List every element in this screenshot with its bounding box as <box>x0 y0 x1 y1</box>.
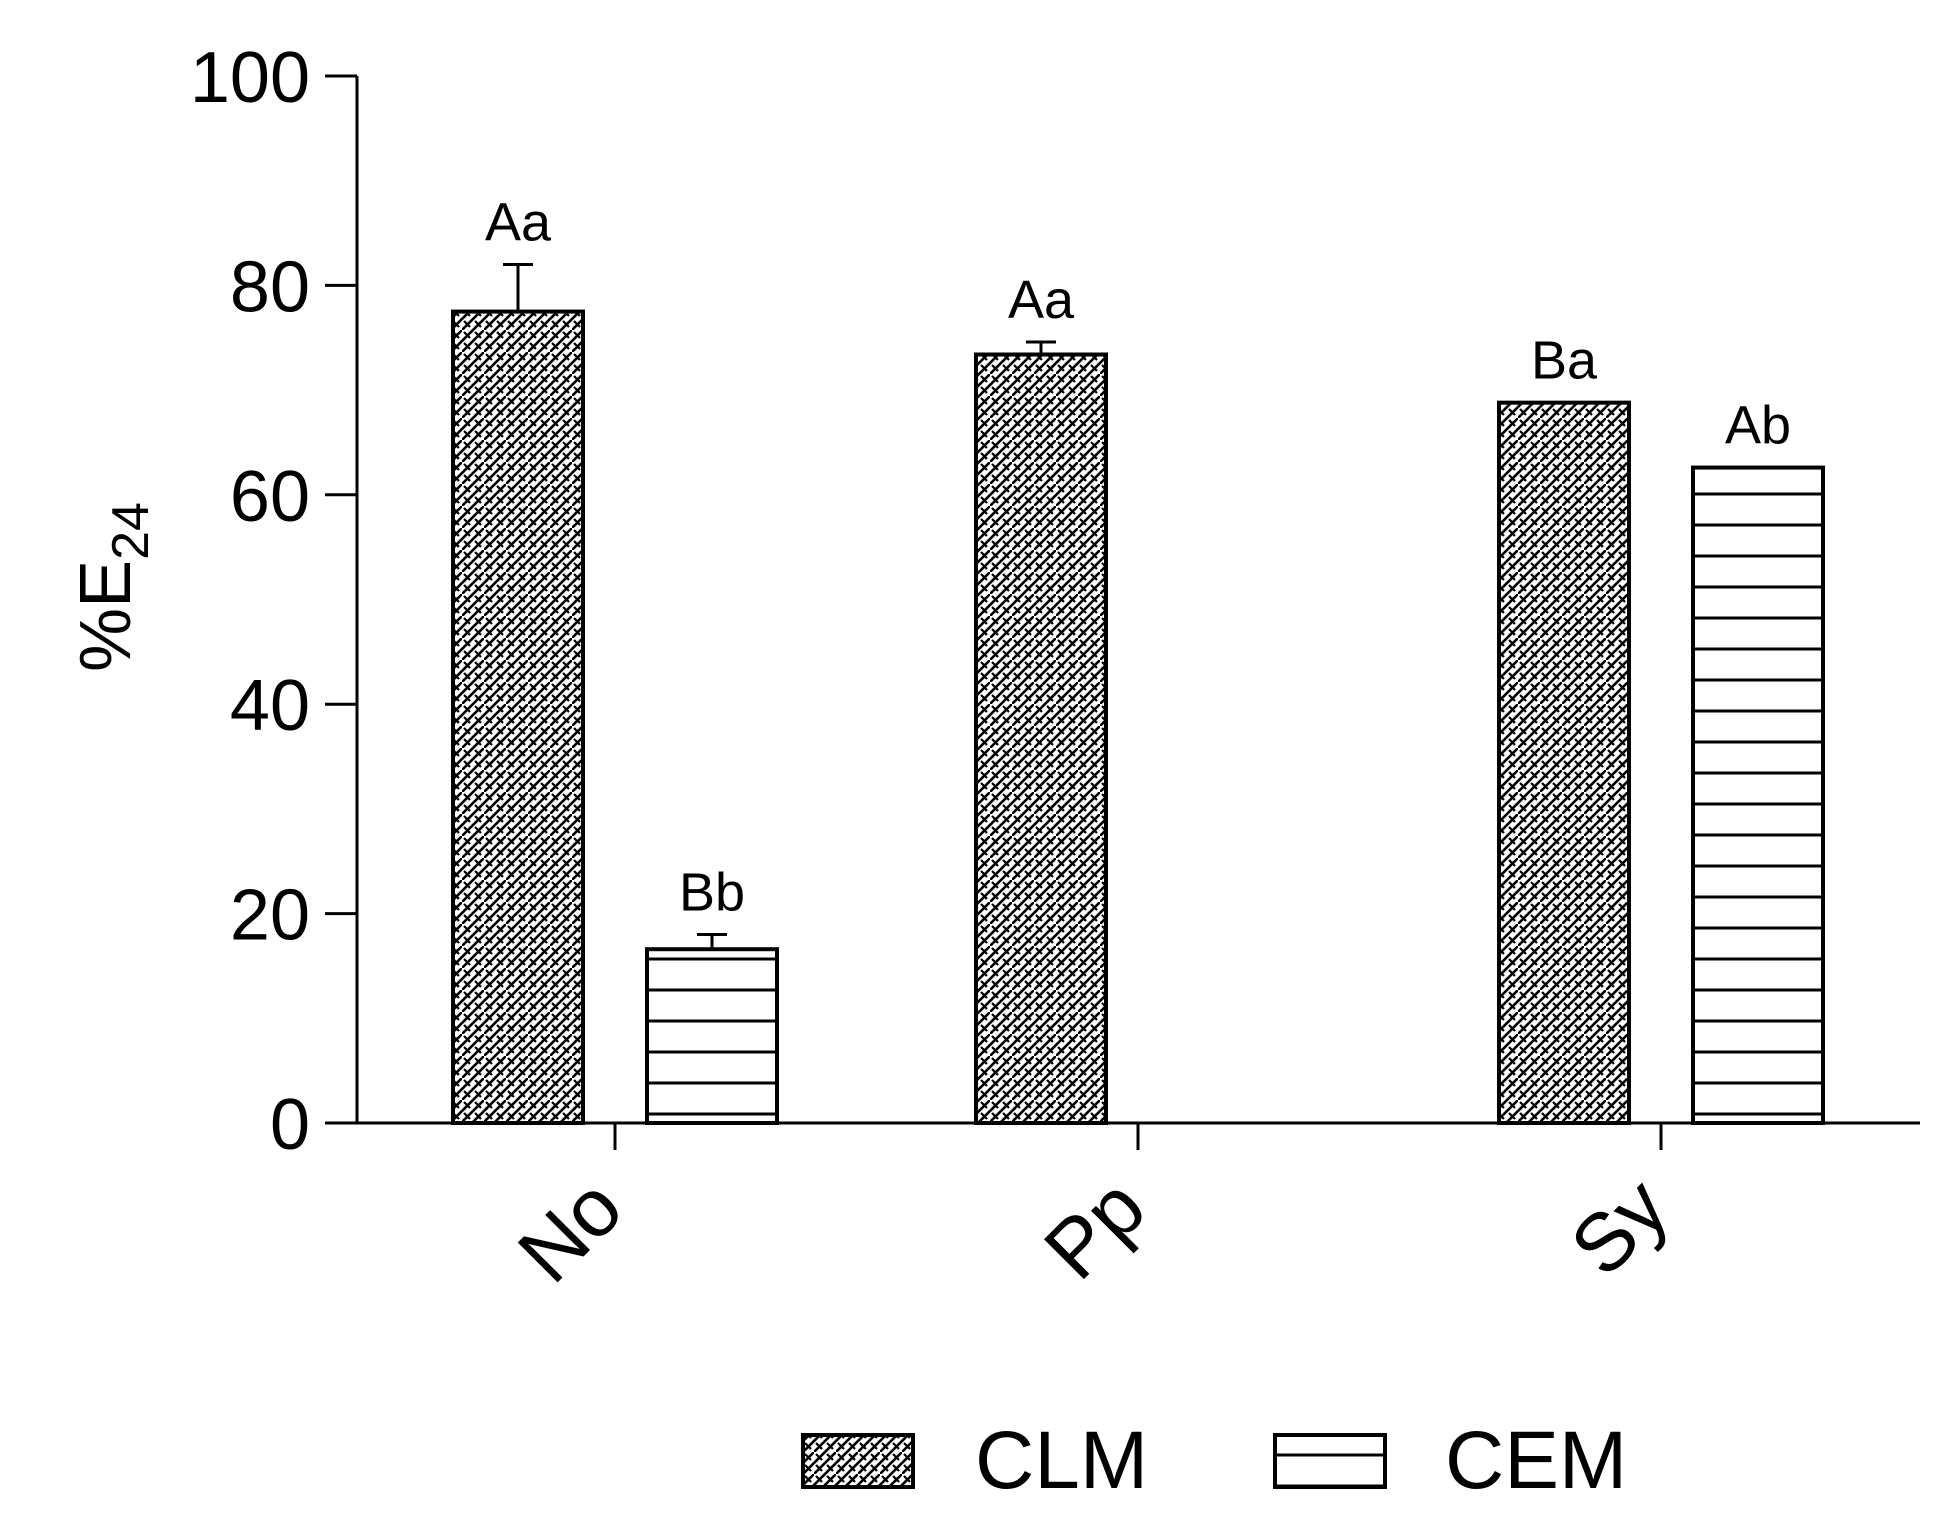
y-axis: 0 20 40 60 80 100 <box>190 38 359 1165</box>
x-axis: No Pp Sy <box>325 1121 1920 1300</box>
significance-letters: Aa Aa Ba Bb Ab <box>485 192 1791 922</box>
bars <box>451 262 1825 1125</box>
legend-label-clm: CLM <box>975 1415 1148 1506</box>
y-tick-label: 100 <box>190 38 310 118</box>
significance-letter: Ba <box>1531 331 1598 391</box>
y-axis-label-subscript: 24 <box>102 502 160 560</box>
legend-label-cem: CEM <box>1445 1415 1627 1506</box>
y-tick-label: 0 <box>270 1085 310 1165</box>
legend-swatch-clm <box>801 1433 915 1489</box>
bar-cem-no <box>645 947 779 1125</box>
y-tick-label: 60 <box>230 457 310 537</box>
bar-clm-no <box>451 309 585 1125</box>
x-tick-label-no: No <box>501 1161 639 1299</box>
significance-letter: Aa <box>1008 270 1075 330</box>
y-tick-label: 40 <box>230 666 310 746</box>
significance-letter: Aa <box>485 192 552 252</box>
significance-letter: Bb <box>679 863 745 923</box>
legend-swatch-cem <box>1273 1433 1387 1489</box>
significance-letter: Ab <box>1725 396 1791 456</box>
y-tick-label: 20 <box>230 876 310 956</box>
bar-cem-sy <box>1691 465 1825 1125</box>
y-axis-label-main: %E <box>66 560 146 672</box>
x-tick-label-sy: Sy <box>1554 1161 1686 1293</box>
x-tick-label-pp: Pp <box>1027 1161 1162 1296</box>
y-tick-label: 80 <box>230 247 310 327</box>
bar-clm-sy <box>1497 400 1631 1125</box>
bar-clm-pp <box>974 352 1108 1125</box>
legend: CLM CEM <box>801 1415 1627 1506</box>
y-axis-label: %E24 <box>66 502 160 672</box>
